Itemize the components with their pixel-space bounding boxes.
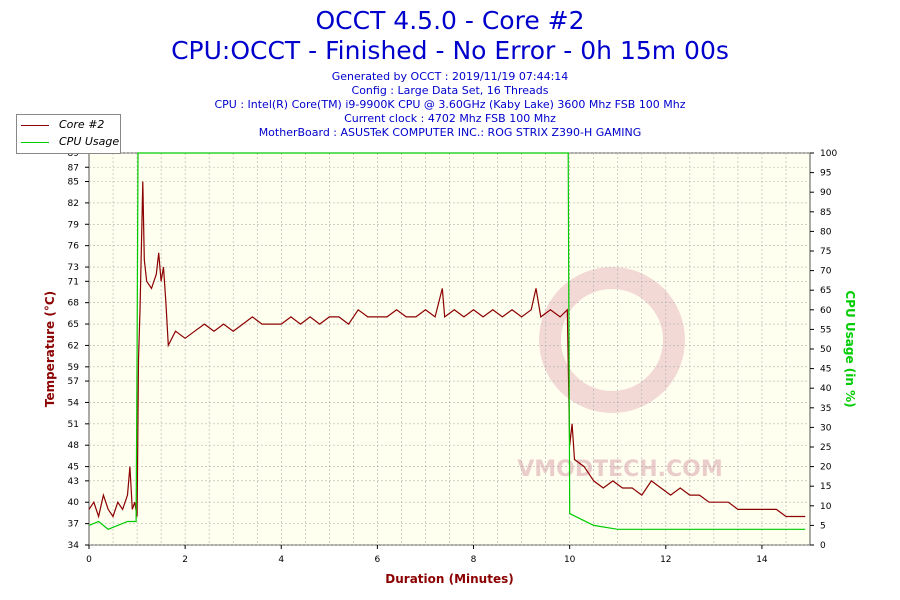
y2-tick-label: 80	[820, 227, 832, 237]
y2-tick-label: 45	[820, 365, 831, 375]
y-tick-label: 85	[68, 178, 79, 188]
watermark-text: VMODTECH.COM	[517, 457, 723, 482]
y-tick-label: 79	[68, 220, 80, 230]
y-tick-label: 89	[68, 149, 80, 159]
y2-tick-label: 20	[820, 463, 832, 473]
y-tick-label: 59	[68, 363, 80, 373]
y2-tick-label: 65	[820, 286, 831, 296]
info-config: Config : Large Data Set, 16 Threads	[351, 84, 549, 97]
info-motherboard: MotherBoard : ASUSTeK COMPUTER INC.: ROG…	[258, 126, 642, 139]
x-tick-label: 12	[660, 555, 671, 565]
y-tick-label: 48	[68, 441, 80, 451]
legend-swatch-cpu	[21, 142, 49, 143]
x-tick-label: 14	[756, 555, 768, 565]
y2-tick-label: 30	[820, 423, 832, 433]
y-tick-label: 73	[68, 263, 79, 273]
y-tick-label: 68	[68, 299, 80, 309]
legend-label-cpu: CPU Usage	[59, 135, 120, 148]
info-cpu: CPU : Intel(R) Core(TM) i9-9900K CPU @ 3…	[214, 98, 686, 111]
y2-tick-label: 10	[820, 502, 832, 512]
y-tick-label: 87	[68, 163, 79, 173]
series-line-core	[88, 181, 806, 519]
x-axis-title: Duration (Minutes)	[385, 572, 513, 586]
chart-subtitle: CPU:OCCT - Finished - No Error - 0h 15m …	[171, 36, 729, 65]
x-tick-label: 2	[182, 555, 188, 565]
y2-tick-label: 15	[820, 482, 831, 492]
info-clock: Current clock : 4702 Mhz FSB 100 Mhz	[344, 112, 556, 125]
legend-label-core: Core #2	[59, 118, 105, 131]
series-line-cpu-usage	[88, 152, 806, 530]
y2-tick-label: 60	[820, 306, 832, 316]
legend: Core #2 CPU Usage	[16, 114, 121, 154]
y2-tick-label: 50	[820, 345, 832, 355]
y2-tick-label: 35	[820, 404, 831, 414]
x-tick-label: 0	[86, 555, 92, 565]
x-tick-label: 6	[375, 555, 381, 565]
y-tick-label: 57	[68, 377, 79, 387]
y2-tick-label: 0	[820, 541, 826, 551]
y-tick-label: 34	[68, 541, 80, 551]
y2-tick-label: 70	[820, 267, 832, 277]
watermark-logo	[539, 267, 685, 413]
y-tick-label: 43	[68, 477, 79, 487]
y-axis-title: Temperature (°C)	[43, 291, 57, 407]
y-tick-label: 37	[68, 520, 79, 530]
y-tick-label: 82	[68, 199, 79, 209]
y-tick-label: 54	[68, 398, 80, 408]
y2-tick-label: 40	[820, 384, 832, 394]
y2-tick-label: 85	[820, 208, 831, 218]
legend-swatch-core	[21, 125, 49, 126]
x-tick-label: 10	[564, 555, 576, 565]
y2-tick-label: 90	[820, 188, 832, 198]
y2-tick-label: 55	[820, 325, 831, 335]
info-generated: Generated by OCCT : 2019/11/19 07:44:14	[331, 70, 569, 83]
y2-tick-label: 25	[820, 443, 831, 453]
y-tick-label: 65	[68, 320, 79, 330]
y-tick-label: 51	[68, 420, 79, 430]
y2-tick-label: 95	[820, 169, 831, 179]
y2-tick-label: 5	[820, 521, 826, 531]
y2-tick-label: 75	[820, 247, 831, 257]
y-tick-label: 76	[68, 242, 80, 252]
x-tick-label: 8	[471, 555, 477, 565]
y-tick-label: 40	[68, 498, 80, 508]
y-tick-label: 45	[68, 463, 79, 473]
x-tick-label: 4	[278, 555, 284, 565]
y-tick-label: 71	[68, 277, 79, 287]
chart-title: OCCT 4.5.0 - Core #2	[315, 6, 585, 35]
y-tick-label: 62	[68, 341, 79, 351]
y2-axis-title: CPU Usage (in %)	[843, 290, 857, 407]
y2-tick-label: 100	[820, 149, 837, 159]
